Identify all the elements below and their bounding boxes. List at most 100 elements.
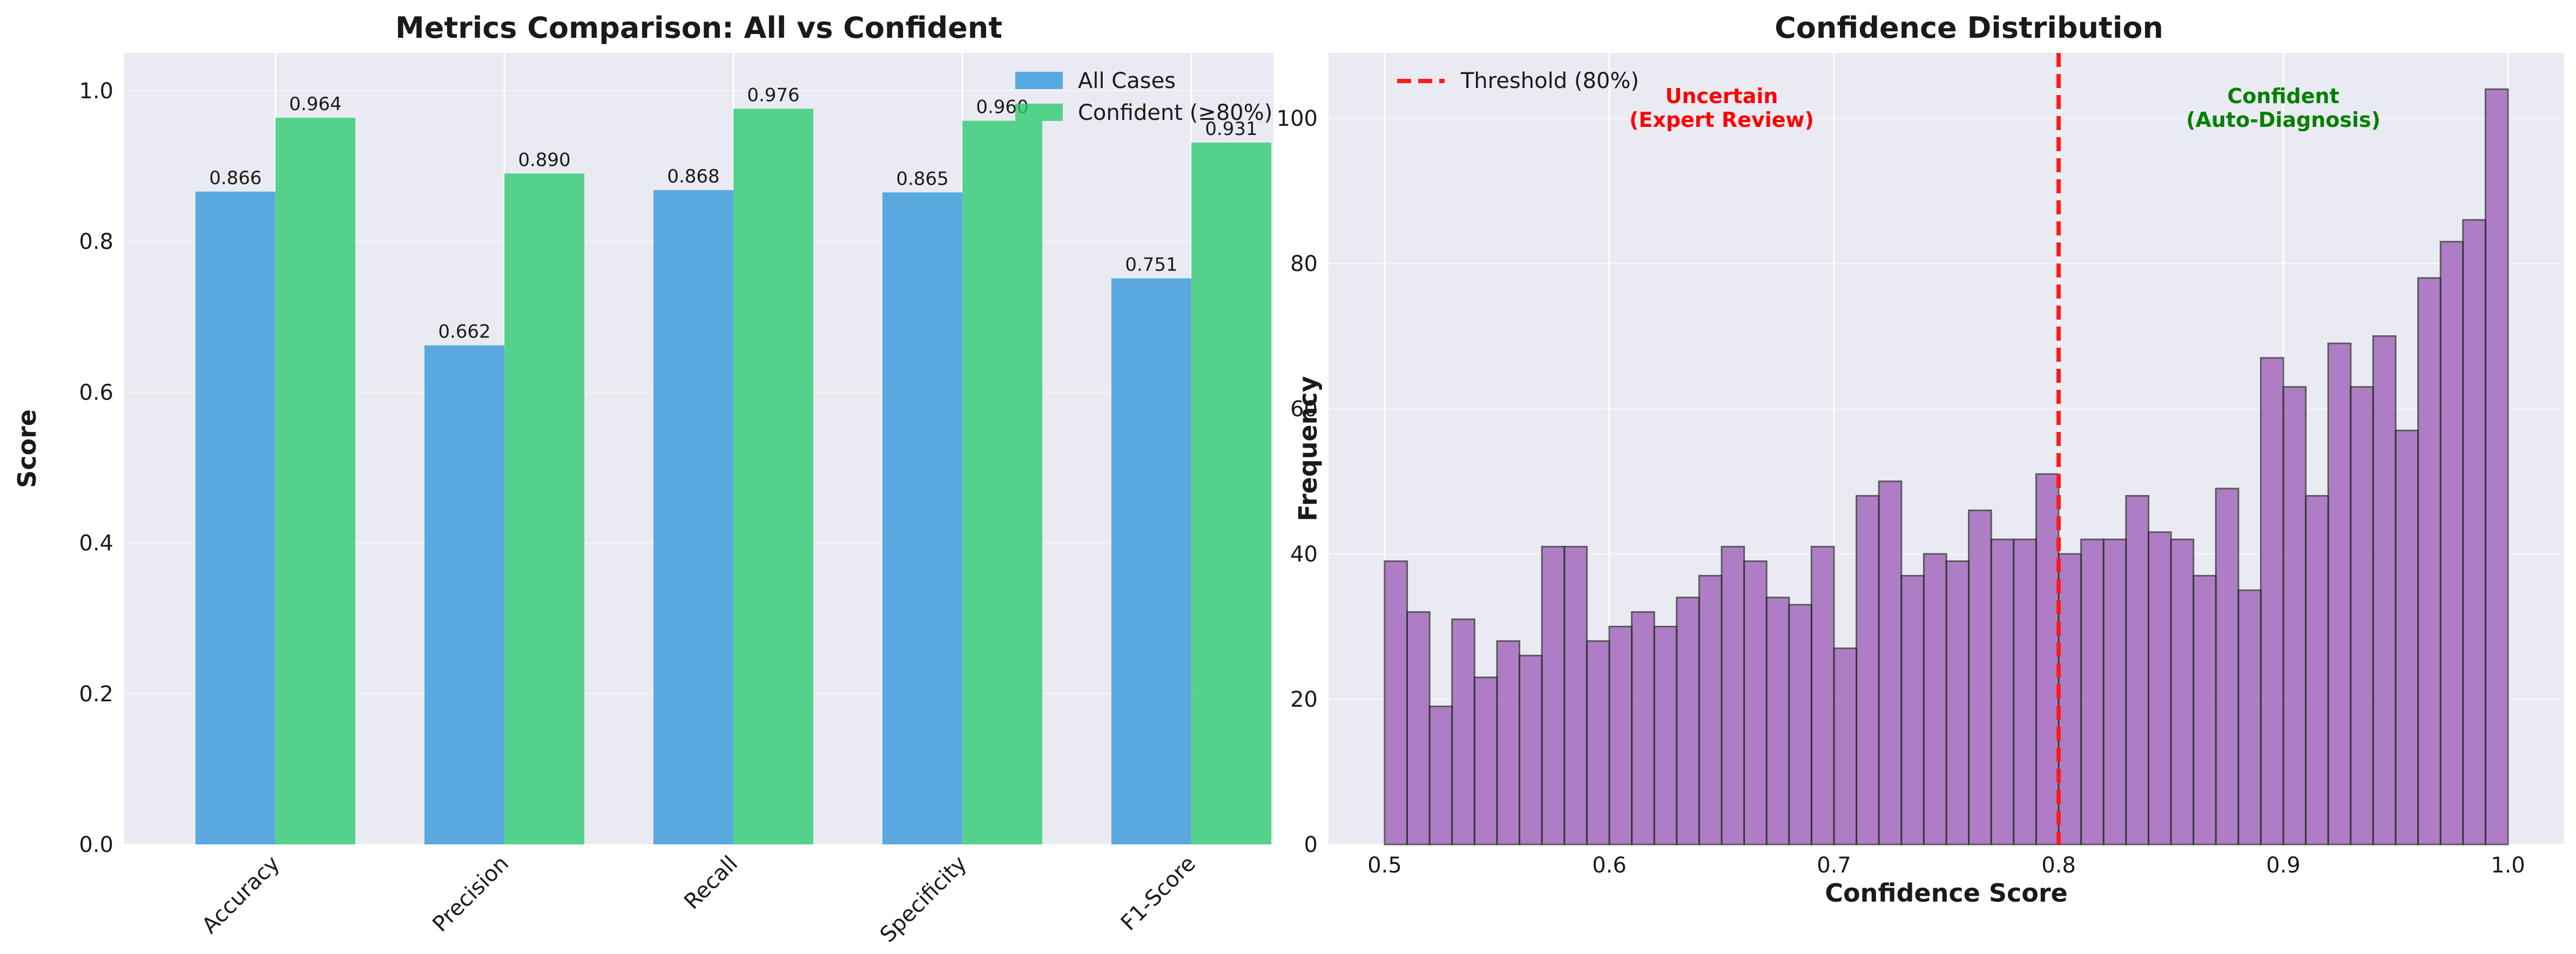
right-y-tick-label: 20 bbox=[1290, 687, 1318, 712]
histogram-bar bbox=[1563, 546, 1588, 845]
right-chart-title: Confidence Distribution bbox=[1775, 11, 2163, 45]
right-y-tick-label: 80 bbox=[1290, 252, 1318, 276]
histogram-bar bbox=[2372, 335, 2397, 845]
histogram-bar bbox=[2462, 219, 2486, 845]
left-x-tick-label: Precision bbox=[428, 851, 514, 937]
right-y-tick-label: 60 bbox=[1290, 397, 1318, 422]
histogram-bar bbox=[1900, 574, 1925, 845]
bar-value-label: 0.866 bbox=[209, 167, 261, 189]
histogram-bar bbox=[1990, 538, 2015, 845]
histogram-bar bbox=[2417, 277, 2442, 845]
left-y-tick-label: 0.2 bbox=[79, 682, 113, 707]
bar-confident-specificity bbox=[962, 120, 1042, 845]
right-x-tick-label: 0.5 bbox=[1367, 853, 1402, 878]
bar-value-label: 0.662 bbox=[438, 321, 490, 343]
histogram-bar bbox=[1653, 626, 1678, 845]
histogram-bar bbox=[2395, 429, 2419, 845]
histogram-bar bbox=[1878, 481, 1903, 845]
histogram-bar bbox=[1519, 654, 1543, 845]
bar-all-accuracy bbox=[195, 191, 275, 844]
left-y-tick-label: 0.8 bbox=[79, 229, 113, 254]
histogram-bar bbox=[2193, 574, 2217, 845]
left-x-tick-label: F1-Score bbox=[1116, 851, 1201, 936]
left-y-tick-label: 0.6 bbox=[79, 380, 113, 405]
histogram-bar bbox=[2102, 538, 2127, 845]
histogram-bar bbox=[1541, 546, 1566, 845]
bar-value-label: 0.890 bbox=[518, 149, 570, 171]
histogram-bar bbox=[2215, 488, 2240, 845]
histogram-bar bbox=[1676, 597, 1700, 845]
bar-all-specificity bbox=[882, 192, 962, 845]
bar-all-recall bbox=[653, 190, 733, 844]
bar-value-label: 0.976 bbox=[747, 84, 799, 106]
bar-confident-recall bbox=[733, 109, 813, 844]
right-x-tick-label: 1.0 bbox=[2491, 853, 2525, 878]
histogram-bar bbox=[1698, 574, 1723, 845]
bar-value-label: 0.868 bbox=[667, 166, 719, 187]
histogram-bar bbox=[2170, 538, 2195, 845]
histogram-bar bbox=[2035, 473, 2060, 845]
metrics-comparison-panel: 0.8660.9640.6620.8900.8680.9760.8650.960… bbox=[12, 11, 1273, 948]
histogram-bar bbox=[2305, 495, 2329, 845]
histogram-bar bbox=[2013, 538, 2037, 845]
histogram-bar bbox=[1428, 705, 1453, 845]
histogram-bar bbox=[1743, 560, 1768, 845]
right-y-tick-label: 100 bbox=[1277, 106, 1318, 131]
histogram-bar bbox=[1765, 597, 1790, 845]
histogram-bar bbox=[2058, 553, 2082, 845]
histogram-bar bbox=[1923, 553, 1947, 845]
bar-value-label: 0.751 bbox=[1125, 254, 1177, 275]
right-x-tick-label: 0.9 bbox=[2266, 853, 2301, 878]
left-x-tick-label: Recall bbox=[679, 851, 743, 915]
left-y-tick-label: 0.0 bbox=[79, 833, 113, 857]
histogram-bar bbox=[2439, 241, 2464, 845]
right-x-tick-label: 0.6 bbox=[1592, 853, 1627, 878]
left-y-tick-label: 1.0 bbox=[79, 79, 113, 104]
right-y-tick-label: 40 bbox=[1290, 542, 1318, 567]
confident-annotation-line2: (Auto-Diagnosis) bbox=[2186, 108, 2381, 132]
legend-label-confident: Confident (≥80%) bbox=[1078, 100, 1272, 125]
left-y-axis-label: Score bbox=[12, 409, 42, 488]
confidence-distribution-panel: 0 20 40 60 80 100 0.5 0.6 0.7 0.8 0.9 1.0 Uncertai… bbox=[1277, 11, 2564, 908]
right-y-tick-label: 0 bbox=[1304, 833, 1318, 857]
histogram-bar bbox=[2484, 88, 2509, 845]
histogram-bar bbox=[1968, 509, 1992, 845]
confident-annotation-line1: Confident bbox=[2227, 84, 2339, 108]
histogram-bar bbox=[1496, 640, 1521, 845]
bar-all-f1-score bbox=[1111, 278, 1191, 844]
left-chart-title: Metrics Comparison: All vs Confident bbox=[395, 11, 1002, 45]
histogram-bar bbox=[2237, 589, 2262, 845]
histogram-bar bbox=[1631, 611, 1655, 845]
bar-value-label: 0.931 bbox=[1205, 118, 1257, 140]
right-x-axis-label: Confidence Score bbox=[1825, 878, 2067, 908]
right-x-tick-label: 0.7 bbox=[1817, 853, 1851, 878]
histogram-bar bbox=[1810, 546, 1835, 845]
histogram-bar bbox=[1608, 626, 1633, 845]
left-x-tick-label: Accuracy bbox=[197, 851, 285, 939]
legend-swatch-all-cases bbox=[1015, 72, 1063, 89]
histogram-bar bbox=[1406, 611, 1431, 845]
histogram-bar bbox=[2260, 357, 2284, 845]
uncertain-annotation-line2: (Expert Review) bbox=[1629, 108, 1814, 132]
bar-value-label: 0.865 bbox=[896, 168, 948, 190]
histogram-bar bbox=[1586, 640, 1610, 845]
histogram-bar bbox=[2080, 538, 2105, 845]
left-legend: All Cases Confident (≥80%) bbox=[1015, 69, 1272, 125]
right-y-axis-label: Frequency bbox=[1293, 376, 1323, 521]
legend-label-all-cases: All Cases bbox=[1078, 69, 1176, 93]
uncertain-annotation-line1: Uncertain bbox=[1665, 84, 1778, 108]
histogram-bar bbox=[1788, 604, 1812, 845]
histogram-bar bbox=[2125, 495, 2149, 845]
bar-all-precision bbox=[424, 345, 504, 844]
legend-label-threshold: Threshold (80%) bbox=[1460, 69, 1639, 93]
left-y-tick-label: 0.4 bbox=[79, 531, 113, 556]
bar-confident-precision bbox=[504, 173, 584, 844]
histogram-bar bbox=[1721, 546, 1745, 845]
histogram-bar bbox=[1945, 560, 1970, 845]
bar-confident-f1-score bbox=[1191, 143, 1271, 844]
histogram-bar bbox=[2327, 342, 2352, 845]
histogram-bar bbox=[2282, 386, 2307, 845]
legend-swatch-confident bbox=[1015, 104, 1063, 121]
histogram-bar bbox=[2350, 386, 2374, 845]
